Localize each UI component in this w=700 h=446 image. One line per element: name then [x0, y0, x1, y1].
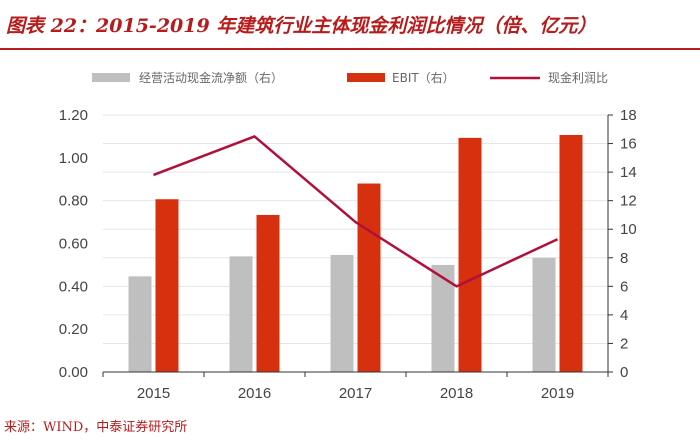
y-right-tick-label: 14: [620, 164, 637, 181]
legend-label-cashflow: 经营活动现金流净额（右）: [139, 70, 283, 85]
source-note: 来源：WIND，中泰证券研究所: [4, 420, 188, 435]
ratio-polyline: [153, 135, 559, 288]
y-left-tick-label: 0.20: [59, 321, 88, 338]
y-left-tick-label: 0.40: [59, 278, 88, 295]
bar-cashflow-2018: [431, 264, 455, 372]
y-right-tick-label: 4: [620, 307, 628, 324]
bar-cashflow-2015: [128, 276, 152, 372]
y-right-tick-label: 12: [620, 193, 637, 210]
x-axis: 2015 2016 2017 2018 2019: [102, 371, 609, 402]
x-tick-label-2016: 2016: [238, 385, 271, 402]
title-rule: [0, 48, 700, 50]
y-right-tick-label: 6: [620, 278, 628, 295]
bar-ebit-2018: [458, 137, 482, 372]
y-left-tick-label: 0.00: [59, 364, 88, 381]
ratio-line: [153, 135, 559, 288]
y-right-tick-label: 2: [620, 335, 628, 352]
chart-title: 图表 22：2015-2019 年建筑行业主体现金利润比情况（倍、亿元）: [6, 15, 597, 37]
bar-ebit-2015: [155, 199, 179, 372]
y-axis-left: 0.00 0.20 0.40 0.60 0.80 1.00 1.20: [59, 107, 88, 381]
gridlines: [103, 114, 608, 344]
bar-ebit-2017: [357, 183, 381, 372]
bar-ebit-2016: [256, 214, 280, 372]
bar-cashflow-2019: [532, 257, 556, 372]
x-tick-label-2018: 2018: [440, 385, 473, 402]
y-right-tick-label: 16: [620, 136, 637, 153]
legend: 经营活动现金流净额（右） EBIT（右） 现金利润比: [92, 70, 608, 85]
legend-swatch-ebit: [347, 73, 385, 82]
legend-swatch-cashflow: [92, 73, 130, 82]
x-tick-label-2019: 2019: [541, 385, 574, 402]
y-right-tick-label: 0: [620, 364, 628, 381]
y-left-tick-label: 1.00: [59, 150, 88, 167]
legend-label-ebit: EBIT（右）: [392, 70, 455, 85]
y-right-tick-label: 18: [620, 107, 637, 124]
y-left-tick-label: 1.20: [59, 107, 88, 124]
y-right-tick-label: 8: [620, 250, 628, 267]
y-left-tick-label: 0.60: [59, 236, 88, 253]
legend-label-ratio: 现金利润比: [548, 70, 608, 85]
y-left-tick-label: 0.80: [59, 193, 88, 210]
x-tick-label-2015: 2015: [137, 385, 170, 402]
x-tick-label-2017: 2017: [339, 385, 372, 402]
bar-cashflow-2016: [229, 256, 253, 372]
bar-cashflow-2017: [330, 254, 354, 372]
bar-ebit-2019: [559, 134, 583, 372]
y-axis-right: 0 2 4 6 8 10 12 14 16 18: [607, 107, 637, 381]
y-right-tick-label: 10: [620, 221, 637, 238]
bars: [128, 134, 583, 372]
